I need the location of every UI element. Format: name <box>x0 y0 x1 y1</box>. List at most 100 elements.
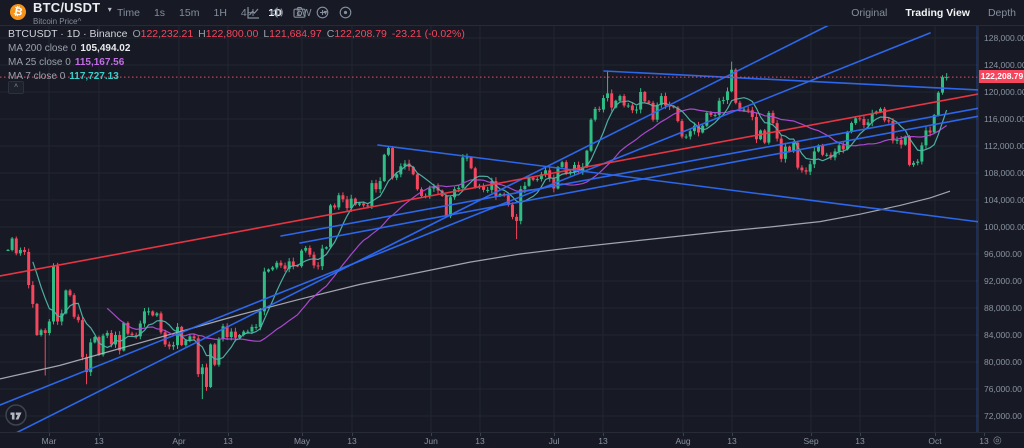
indicators-icon[interactable] <box>245 4 262 21</box>
time-axis-tick <box>984 433 985 436</box>
symbol-subtitle: Bitcoin Price <box>33 17 78 26</box>
symbol-dropdown-caret-icon[interactable]: ▾ <box>107 5 112 14</box>
price-axis-label: 100,000.00 <box>984 222 1024 232</box>
subtitle-caret-icon: ^ <box>77 17 82 26</box>
price-axis-label: 108,000.00 <box>984 168 1024 178</box>
ohlc-values: O122,232.21 H122,800.00 L121,684.97 C122,20… <box>127 28 464 40</box>
time-axis-label: 13 <box>598 436 608 446</box>
time-axis-label: 13 <box>475 436 485 446</box>
view-tab-trading-view[interactable]: Trading View <box>905 6 970 19</box>
price-axis-label: 120,000.00 <box>984 87 1024 97</box>
price-axis-label: 112,000.00 <box>984 141 1024 151</box>
ma-row: MA 200 close 0 105,494.02 <box>8 42 465 55</box>
time-axis-tick <box>603 433 604 436</box>
time-axis-tick <box>732 433 733 436</box>
ma-label: MA 25 close 0 <box>8 57 71 68</box>
ohlc-value: 121,684.97 <box>269 28 322 40</box>
symbol-block[interactable]: BTC/USDT ▾ Bitcoin Price^ <box>33 0 112 28</box>
current-price-label: 122,208.79 <box>979 70 1024 84</box>
bitcoin-logo-icon: ₿ <box>8 2 28 22</box>
ma-label: MA 7 close 0 <box>8 71 66 82</box>
view-tab-original[interactable]: Original <box>851 6 888 19</box>
price-axis[interactable]: 128,000.00 124,000.00 120,000.00 116,000.00… <box>978 25 1024 432</box>
time-axis-tick <box>935 433 936 436</box>
price-axis-label: 88,000.00 <box>984 303 1022 313</box>
legend-collapse-button[interactable]: ˄ <box>8 81 24 94</box>
price-axis-label: 116,000.00 <box>984 114 1024 124</box>
ma-value: 117,727.13 <box>69 71 119 82</box>
zoom-in-icon[interactable] <box>314 4 331 21</box>
target-icon[interactable] <box>337 4 354 21</box>
view-tab-depth[interactable]: Depth <box>987 6 1016 19</box>
time-axis-label: Jul <box>548 436 560 446</box>
price-axis-label: 104,000.00 <box>984 195 1024 205</box>
camera-icon[interactable] <box>291 4 308 21</box>
ohlc-key: H <box>198 28 206 40</box>
ma-value: 115,167.56 <box>74 57 125 68</box>
timeframe-15m[interactable]: 15m <box>179 6 200 19</box>
timeframe-1s[interactable]: 1s <box>153 6 166 19</box>
timeframe-time[interactable]: Time <box>117 6 140 19</box>
time-axis-tick <box>811 433 812 436</box>
time-axis-tick <box>49 433 50 436</box>
ohlc-key: C <box>326 28 335 40</box>
ohlc-value: 122,800.00 <box>205 28 259 40</box>
time-axis-label: 13 <box>727 436 737 446</box>
time-axis-tick <box>352 433 353 436</box>
time-axis-label: 13 <box>347 436 357 446</box>
time-axis-label: Sep <box>803 436 819 446</box>
chart-legend: BTCUSDT · 1D · Binance O122,232.21 H122,80… <box>8 28 465 83</box>
time-axis-tick <box>860 433 861 436</box>
chart-toolbar <box>245 0 354 25</box>
ohlc-value: 122,208.79 <box>334 28 387 40</box>
time-axis-tick <box>683 433 684 436</box>
ma-value: 105,494.02 <box>80 43 131 54</box>
time-axis-tick <box>302 433 303 436</box>
ma-row: MA 7 close 0 117,727.13 <box>8 70 465 83</box>
ohlc-key: O <box>132 28 141 40</box>
time-axis-tick <box>99 433 100 436</box>
time-axis-tick <box>228 433 229 436</box>
price-axis-label: 96,000.00 <box>984 249 1022 259</box>
tradingview-watermark <box>5 404 27 426</box>
price-axis-label: 76,000.00 <box>984 384 1022 394</box>
chart-header: ₿ BTC/USDT ▾ Bitcoin Price^ Time 1s 15m 1H 4… <box>0 0 1024 26</box>
ohlc-value: 122,232.21 <box>140 28 194 40</box>
time-axis-label: Apr <box>172 436 186 446</box>
time-axis[interactable]: ◎ Mar 13 Apr 13 May 13 Jun 13 Jul 13 Aug 13 Sep 13 Oct… <box>0 432 1024 448</box>
legend-title-row: BTCUSDT · 1D · Binance O122,232.21 H122,80… <box>8 28 465 41</box>
time-axis-label: Mar <box>41 436 57 446</box>
price-axis-label: 84,000.00 <box>984 330 1022 340</box>
price-axis-label: 92,000.00 <box>984 276 1022 286</box>
time-axis-label: Jun <box>424 436 438 446</box>
time-axis-label: 13 <box>94 436 104 446</box>
ma-indicator-rows: MA 200 close 0 105,494.02 MA 25 close 0 115… <box>8 42 465 83</box>
time-axis-label: 13 <box>979 436 989 446</box>
time-axis-label: 13 <box>855 436 865 446</box>
ohlc-key: L <box>263 28 270 40</box>
time-axis-label: Aug <box>675 436 691 446</box>
price-axis-label: 128,000.00 <box>984 33 1024 43</box>
ma-label: MA 200 close 0 <box>8 43 77 54</box>
axis-settings-gear-icon[interactable]: ◎ <box>993 435 1002 446</box>
time-axis-label: May <box>293 436 311 446</box>
alert-icon[interactable] <box>268 4 285 21</box>
timeframe-1d[interactable]: 1D <box>268 6 282 19</box>
time-axis-label: 13 <box>223 436 233 446</box>
time-axis-label: Oct <box>928 436 942 446</box>
timeframe-1h[interactable]: 1H <box>213 6 227 19</box>
time-axis-tick <box>554 433 555 436</box>
ohlc-change: -23.21 (-0.02%) <box>391 28 465 40</box>
price-axis-label: 124,000.00 <box>984 60 1024 70</box>
time-axis-tick <box>480 433 481 436</box>
timeframe-menu-caret-icon[interactable]: ▾ <box>323 8 328 17</box>
price-axis-label: 80,000.00 <box>984 357 1022 367</box>
time-axis-tick <box>431 433 432 436</box>
ma-row: MA 25 close 0 115,167.56 <box>8 56 465 69</box>
symbol-name[interactable]: BTC/USDT <box>33 0 101 15</box>
time-axis-tick <box>179 433 180 436</box>
legend-symbol: BTCUSDT · 1D · Binance <box>8 28 128 40</box>
price-axis-label: 72,000.00 <box>984 411 1022 421</box>
